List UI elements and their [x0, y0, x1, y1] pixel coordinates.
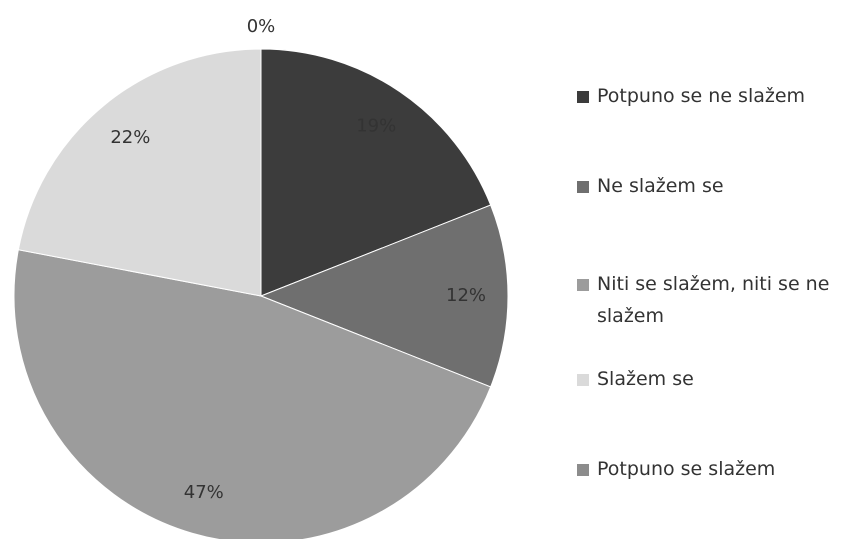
- legend-swatch: [577, 374, 589, 386]
- legend-label: Ne slažem se: [597, 175, 724, 197]
- legend-swatch: [577, 464, 589, 476]
- data-label: 0%: [247, 16, 276, 37]
- legend-item: Niti se slažem, niti se ne slažem: [577, 268, 859, 332]
- legend-swatch: [577, 181, 589, 193]
- pie-slice: [17, 48, 262, 297]
- legend-item: Ne slažem se: [577, 170, 859, 202]
- pie-slice: [259, 204, 509, 388]
- data-label: 22%: [110, 127, 150, 148]
- legend-item: Potpuno se slažem: [577, 453, 859, 485]
- data-label: 47%: [184, 482, 224, 503]
- pie-slice: [13, 249, 492, 539]
- legend-swatch: [577, 279, 589, 291]
- legend-item: Slažem se: [577, 363, 859, 395]
- legend-label: Slažem se: [597, 368, 694, 390]
- legend-label: Potpuno se slažem: [597, 458, 776, 480]
- data-label: 19%: [356, 115, 396, 136]
- pie-slice: [260, 48, 492, 297]
- legend-label: Potpuno se ne slažem: [597, 85, 806, 107]
- legend-item: Potpuno se ne slažem: [577, 80, 859, 112]
- data-label: 12%: [446, 285, 486, 306]
- legend-swatch: [577, 91, 589, 103]
- legend-label: Niti se slažem, niti se ne slažem: [597, 273, 830, 327]
